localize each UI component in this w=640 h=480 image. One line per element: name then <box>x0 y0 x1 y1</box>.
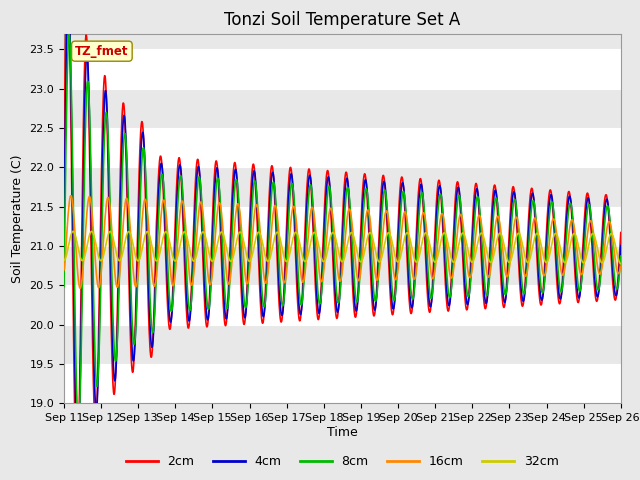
32cm <box>184 240 192 245</box>
8cm <box>172 261 179 266</box>
Bar <box>64 285 621 324</box>
2cm <box>502 286 510 292</box>
32cm <box>429 256 437 262</box>
Line: 4cm: 4cm <box>64 0 621 455</box>
Bar <box>64 206 621 246</box>
4cm <box>247 207 255 213</box>
2cm <box>185 325 193 331</box>
Line: 16cm: 16cm <box>64 196 621 288</box>
2cm <box>429 261 437 266</box>
4cm <box>74 452 81 458</box>
8cm <box>617 253 625 259</box>
8cm <box>74 421 82 427</box>
2cm <box>73 474 81 480</box>
32cm <box>617 261 625 267</box>
4cm <box>65 0 72 2</box>
16cm <box>552 222 559 228</box>
16cm <box>617 264 625 269</box>
2cm <box>552 253 559 259</box>
Title: Tonzi Soil Temperature Set A: Tonzi Soil Temperature Set A <box>224 11 461 29</box>
8cm <box>502 290 510 296</box>
4cm <box>502 291 510 297</box>
2cm <box>60 156 68 161</box>
16cm <box>76 285 84 291</box>
2cm <box>172 224 179 229</box>
4cm <box>552 240 559 245</box>
16cm <box>247 254 255 260</box>
16cm <box>185 263 193 269</box>
32cm <box>60 258 68 264</box>
Bar <box>64 128 621 168</box>
Line: 2cm: 2cm <box>64 0 621 477</box>
8cm <box>65 32 73 37</box>
16cm <box>172 273 179 278</box>
X-axis label: Time: Time <box>327 426 358 439</box>
32cm <box>502 251 509 257</box>
8cm <box>60 284 68 289</box>
4cm <box>172 245 179 251</box>
32cm <box>246 257 254 263</box>
16cm <box>502 273 510 278</box>
32cm <box>171 258 179 264</box>
8cm <box>185 301 193 307</box>
4cm <box>617 242 625 248</box>
Bar <box>64 49 621 89</box>
16cm <box>429 275 437 281</box>
8cm <box>552 229 559 235</box>
2cm <box>617 229 625 235</box>
4cm <box>185 317 193 323</box>
Y-axis label: Soil Temperature (C): Soil Temperature (C) <box>11 154 24 283</box>
Text: TZ_fmet: TZ_fmet <box>75 45 129 58</box>
4cm <box>429 273 437 279</box>
16cm <box>67 193 75 199</box>
32cm <box>551 231 559 237</box>
2cm <box>247 187 255 193</box>
4cm <box>60 226 68 232</box>
Bar <box>64 364 621 403</box>
8cm <box>247 226 255 232</box>
Line: 32cm: 32cm <box>64 231 621 264</box>
8cm <box>429 279 437 285</box>
32cm <box>69 228 77 234</box>
Legend: 2cm, 4cm, 8cm, 16cm, 32cm: 2cm, 4cm, 8cm, 16cm, 32cm <box>122 450 563 473</box>
16cm <box>60 267 68 273</box>
Line: 8cm: 8cm <box>64 35 621 424</box>
